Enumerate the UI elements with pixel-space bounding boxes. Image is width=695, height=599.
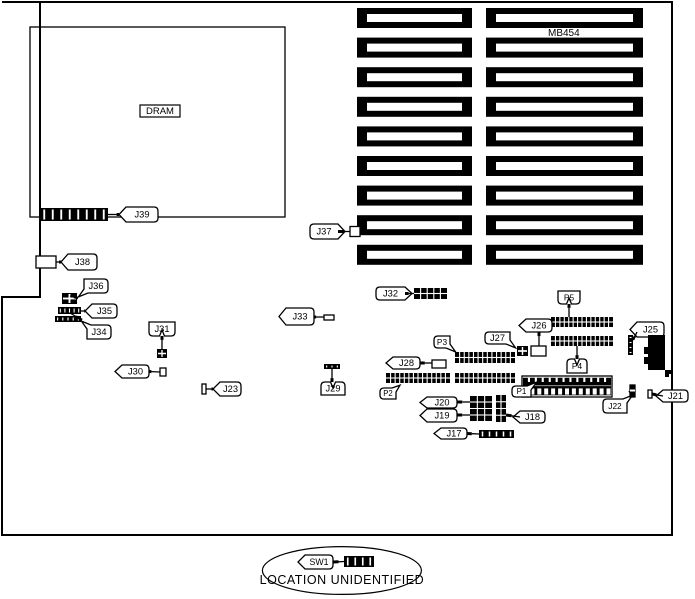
svg-text:J22: J22 [608, 401, 622, 411]
svg-text:P4: P4 [572, 361, 583, 371]
svg-text:J23: J23 [223, 384, 238, 394]
svg-text:MB454: MB454 [548, 28, 580, 39]
svg-text:P1: P1 [517, 387, 527, 396]
svg-text:P3: P3 [437, 337, 448, 347]
svg-text:J34: J34 [92, 327, 107, 337]
svg-text:J32: J32 [383, 289, 398, 299]
svg-text:J29: J29 [326, 384, 341, 394]
svg-text:P2: P2 [383, 389, 393, 398]
svg-text:DRAM: DRAM [146, 106, 174, 117]
svg-text:J31: J31 [155, 324, 170, 334]
svg-text:J38: J38 [75, 257, 90, 267]
svg-text:LOCATION UNIDENTIFIED: LOCATION UNIDENTIFIED [260, 573, 424, 587]
svg-text:J27: J27 [490, 333, 505, 343]
svg-text:J18: J18 [525, 412, 540, 422]
svg-text:J36: J36 [89, 281, 104, 291]
svg-text:J28: J28 [399, 358, 414, 368]
svg-text:J39: J39 [135, 210, 150, 220]
svg-text:J25: J25 [643, 325, 658, 335]
svg-text:J19: J19 [435, 411, 450, 421]
svg-text:J26: J26 [532, 321, 547, 331]
svg-text:J20: J20 [435, 398, 450, 408]
svg-text:J35: J35 [97, 306, 112, 316]
svg-text:J30: J30 [128, 367, 143, 377]
svg-text:J21: J21 [668, 391, 683, 401]
svg-text:J17: J17 [447, 429, 462, 439]
svg-text:J33: J33 [293, 312, 308, 322]
svg-text:P5: P5 [564, 292, 575, 302]
svg-text:SW1: SW1 [309, 557, 328, 567]
svg-text:J37: J37 [317, 227, 332, 237]
